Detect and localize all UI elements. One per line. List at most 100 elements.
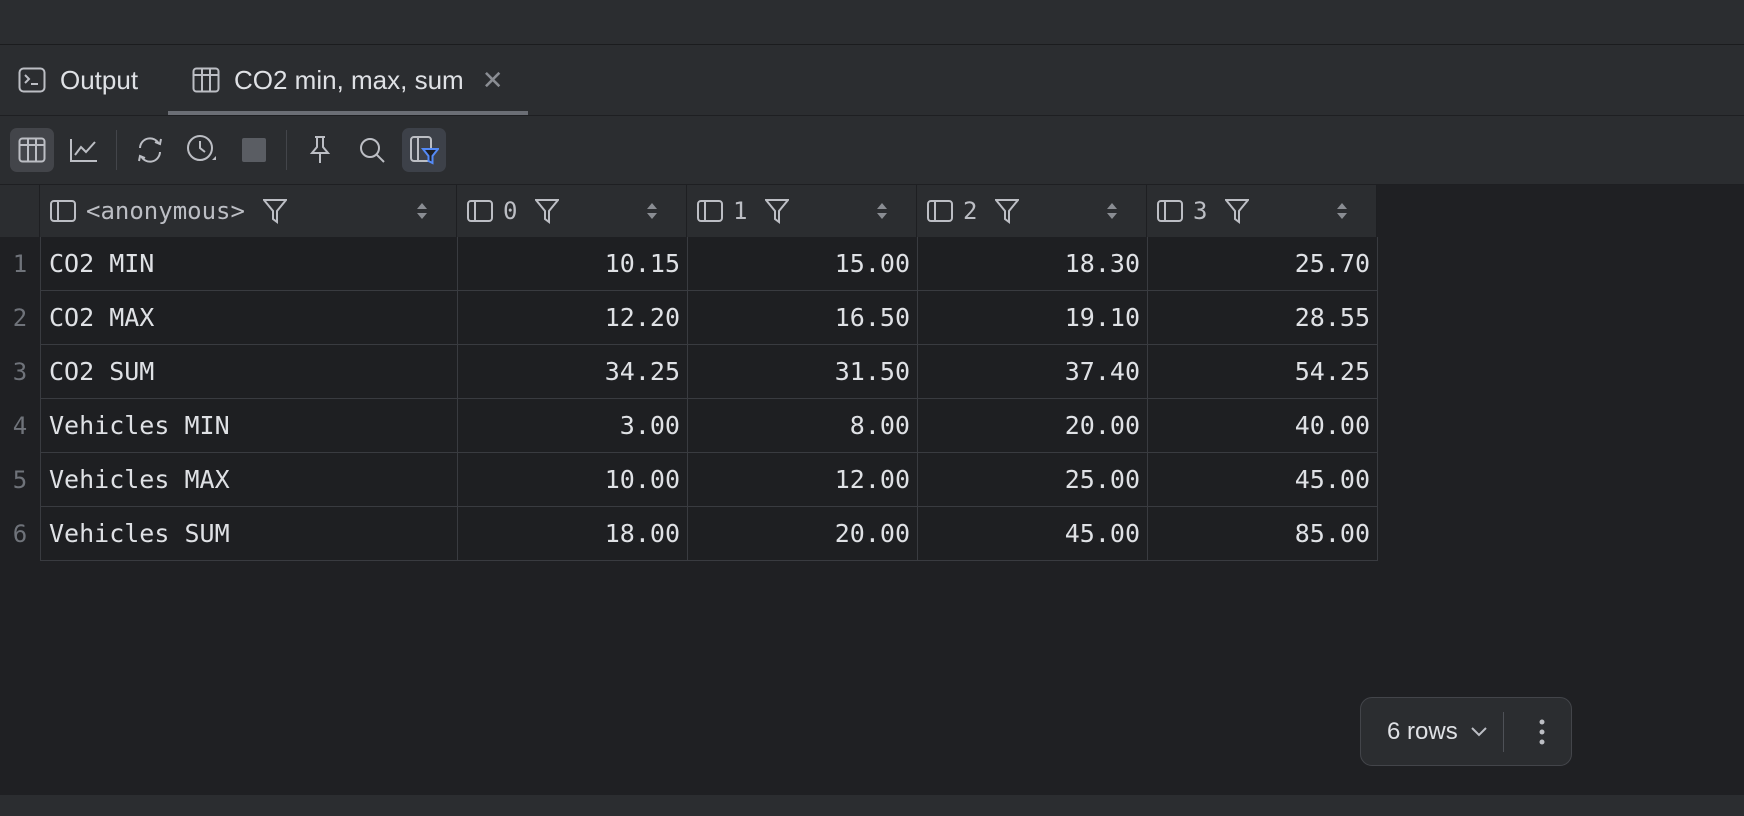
- value-cell[interactable]: 40.00: [1148, 399, 1378, 453]
- row-number: 3: [12, 358, 28, 386]
- tab-active-indicator: [168, 111, 528, 115]
- toolbar-separator: [116, 130, 117, 170]
- value-cell[interactable]: 10.00: [458, 453, 688, 507]
- stop-button[interactable]: [232, 128, 276, 172]
- value-cell[interactable]: 8.00: [688, 399, 918, 453]
- more-options-button[interactable]: [1527, 714, 1557, 750]
- search-button[interactable]: [350, 128, 394, 172]
- value-cell[interactable]: 25.00: [918, 453, 1148, 507]
- more-vertical-icon: [1539, 719, 1545, 745]
- row-label-cell[interactable]: Vehicles MAX: [40, 453, 458, 507]
- row-count-control: 6 rows: [1360, 697, 1572, 766]
- top-bar: [0, 0, 1744, 45]
- column-icon: [927, 200, 953, 222]
- filter-icon[interactable]: [535, 198, 560, 224]
- table-icon: [192, 67, 220, 93]
- column-filter-button[interactable]: [402, 128, 446, 172]
- column-header-label: 0: [503, 197, 518, 225]
- row-number: 6: [12, 520, 28, 548]
- value-cell[interactable]: 45.00: [918, 507, 1148, 561]
- bottom-bar: [0, 795, 1744, 816]
- value-cell[interactable]: 20.00: [918, 399, 1148, 453]
- terminal-icon: [18, 67, 46, 93]
- row-number: 5: [12, 466, 28, 494]
- column-header[interactable]: <anonymous>: [40, 185, 457, 237]
- value-cell[interactable]: 85.00: [1148, 507, 1378, 561]
- filter-icon[interactable]: [995, 198, 1020, 224]
- toolbar: [0, 116, 1744, 185]
- value-cell[interactable]: 45.00: [1148, 453, 1378, 507]
- value-cell[interactable]: 18.00: [458, 507, 688, 561]
- sort-icon[interactable]: [646, 201, 658, 221]
- column-header[interactable]: 3: [1147, 185, 1377, 237]
- column-icon: [697, 200, 723, 222]
- value-cell[interactable]: 28.55: [1148, 291, 1378, 345]
- value-cell[interactable]: 18.30: [918, 237, 1148, 291]
- column-filter-icon: [410, 136, 439, 165]
- footer-divider: [1503, 712, 1504, 752]
- value-cell[interactable]: 12.20: [458, 291, 688, 345]
- row-label-cell[interactable]: Vehicles SUM: [40, 507, 458, 561]
- value-cell[interactable]: 34.25: [458, 345, 688, 399]
- column-header-label: <anonymous>: [86, 197, 245, 225]
- value-cell[interactable]: 37.40: [918, 345, 1148, 399]
- row-number: 4: [12, 412, 28, 440]
- row-label-cell[interactable]: CO2 SUM: [40, 345, 458, 399]
- table-view-button[interactable]: [10, 128, 54, 172]
- value-cell[interactable]: 12.00: [688, 453, 918, 507]
- history-button[interactable]: [180, 128, 224, 172]
- refresh-icon: [138, 137, 162, 163]
- sort-icon[interactable]: [1106, 201, 1118, 221]
- value-cell[interactable]: 16.50: [688, 291, 918, 345]
- tab-result-label: CO2 min, max, sum: [234, 64, 464, 95]
- stop-icon: [242, 138, 266, 162]
- column-header-label: 1: [733, 197, 748, 225]
- chevron-down-icon: [1470, 726, 1487, 736]
- value-cell[interactable]: 3.00: [458, 399, 688, 453]
- toolbar-separator: [286, 130, 287, 170]
- tab-bar: Output CO2 min, max, sum ✕: [0, 45, 1744, 116]
- row-label-cell[interactable]: CO2 MIN: [40, 237, 458, 291]
- search-icon: [360, 138, 385, 163]
- rows-dropdown-label: 6 rows: [1387, 717, 1458, 745]
- tab-output-label: Output: [60, 64, 139, 95]
- filter-icon[interactable]: [262, 198, 287, 224]
- sort-icon[interactable]: [876, 201, 888, 221]
- row-number: 1: [12, 250, 28, 278]
- close-icon[interactable]: ✕: [481, 64, 504, 95]
- row-number: 2: [12, 304, 28, 332]
- filter-icon[interactable]: [765, 198, 790, 224]
- tab-output[interactable]: Output: [18, 45, 138, 115]
- column-header-label: 3: [1193, 197, 1208, 225]
- row-label-cell[interactable]: CO2 MAX: [40, 291, 458, 345]
- column-icon: [50, 200, 76, 222]
- value-cell[interactable]: 10.15: [458, 237, 688, 291]
- row-number-header: [0, 185, 40, 237]
- column-header[interactable]: 0: [457, 185, 687, 237]
- value-cell[interactable]: 54.25: [1148, 345, 1378, 399]
- refresh-button[interactable]: [128, 128, 172, 172]
- sort-icon[interactable]: [416, 201, 428, 221]
- table-view-icon: [18, 137, 46, 163]
- column-icon: [467, 200, 493, 222]
- pin-icon: [309, 136, 331, 163]
- table-header: <anonymous> 0 1 2 3: [40, 185, 1377, 237]
- value-cell[interactable]: 19.10: [918, 291, 1148, 345]
- column-header-label: 2: [963, 197, 978, 225]
- column-icon: [1157, 200, 1183, 222]
- sort-icon[interactable]: [1336, 201, 1348, 221]
- column-header[interactable]: 1: [687, 185, 917, 237]
- row-label-cell[interactable]: Vehicles MIN: [40, 399, 458, 453]
- column-header[interactable]: 2: [917, 185, 1147, 237]
- value-cell[interactable]: 31.50: [688, 345, 918, 399]
- value-cell[interactable]: 20.00: [688, 507, 918, 561]
- rows-dropdown[interactable]: 6 rows: [1387, 718, 1488, 746]
- history-icon: [187, 135, 216, 161]
- pin-button[interactable]: [298, 128, 342, 172]
- value-cell[interactable]: 25.70: [1148, 237, 1378, 291]
- filter-icon[interactable]: [1225, 198, 1250, 224]
- chart-view-button[interactable]: [62, 128, 106, 172]
- tab-result[interactable]: CO2 min, max, sum ✕: [168, 45, 528, 115]
- value-cell[interactable]: 15.00: [688, 237, 918, 291]
- chart-view-icon: [70, 139, 97, 162]
